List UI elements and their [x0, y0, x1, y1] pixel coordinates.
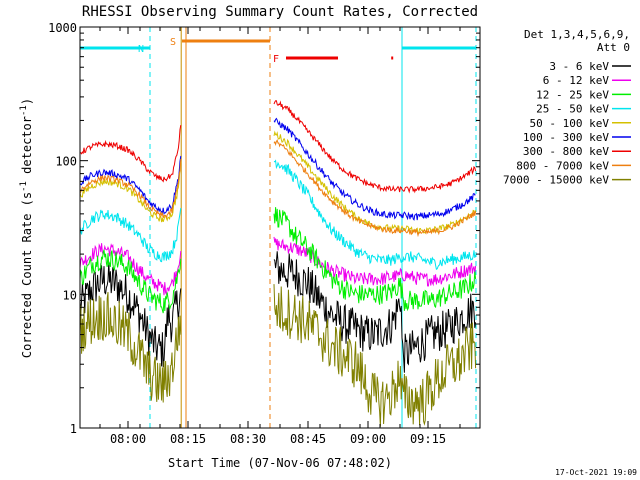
- series-line-0: [273, 251, 477, 373]
- legend-label: 3 - 6 keV: [549, 60, 609, 73]
- flag-label-F: F: [273, 54, 279, 65]
- series-line-2: [80, 249, 182, 314]
- y-tick-label: 1: [70, 422, 77, 436]
- legend-label: 50 - 100 keV: [530, 117, 610, 130]
- legend-label: 100 - 300 keV: [523, 131, 609, 144]
- chart-title: RHESSI Observing Summary Count Rates, Co…: [82, 4, 478, 20]
- series-line-6: [80, 125, 182, 183]
- legend-label: 6 - 12 keV: [543, 74, 610, 87]
- series-line-3: [80, 207, 182, 263]
- series-line-0: [80, 261, 182, 368]
- y-axis-title: Corrected Count Rate (s-1 detector-1): [19, 98, 34, 358]
- x-axis-title: Start Time (07-Nov-06 07:48:02): [168, 456, 392, 470]
- x-tick-label: 08:45: [290, 432, 326, 446]
- x-tick-label: 08:30: [230, 432, 266, 446]
- series-line-4: [273, 130, 477, 235]
- series-line-8: [80, 292, 182, 403]
- x-tick-label: 09:00: [350, 432, 386, 446]
- series-line-5: [80, 155, 182, 215]
- legend-attenuator: Att 0: [597, 41, 630, 54]
- series-line-2: [273, 207, 477, 312]
- x-tick-label: 08:00: [110, 432, 146, 446]
- flag-label-N: N: [138, 44, 144, 55]
- y-tick-label: 1000: [48, 21, 77, 35]
- series-group: [80, 100, 477, 427]
- series-line-5: [273, 117, 476, 221]
- y-tick-label: 100: [55, 155, 77, 169]
- series-line-7: [273, 138, 477, 238]
- legend-label: 800 - 7000 keV: [516, 159, 609, 172]
- series-line-6: [273, 100, 477, 194]
- series-line-7: [80, 158, 182, 219]
- legend-label: 7000 - 15000 keV: [503, 174, 609, 187]
- legend-label: 12 - 25 keV: [536, 88, 609, 101]
- y-tick-label: 10: [63, 288, 77, 302]
- legend-label: 25 - 50 keV: [536, 103, 609, 116]
- series-line-8: [273, 284, 477, 427]
- flag-label-S: S: [170, 37, 176, 48]
- series-line-1: [273, 236, 477, 287]
- x-tick-label: 09:15: [410, 432, 446, 446]
- series-line-3: [273, 159, 477, 270]
- legend-header: Det 1,3,4,5,6,9,: [524, 28, 630, 41]
- series-line-1: [80, 243, 182, 296]
- legend-label: 300 - 800 keV: [523, 145, 609, 158]
- footer-date: 17-Oct-2021 19:09: [555, 468, 637, 477]
- x-tick-label: 08:15: [170, 432, 206, 446]
